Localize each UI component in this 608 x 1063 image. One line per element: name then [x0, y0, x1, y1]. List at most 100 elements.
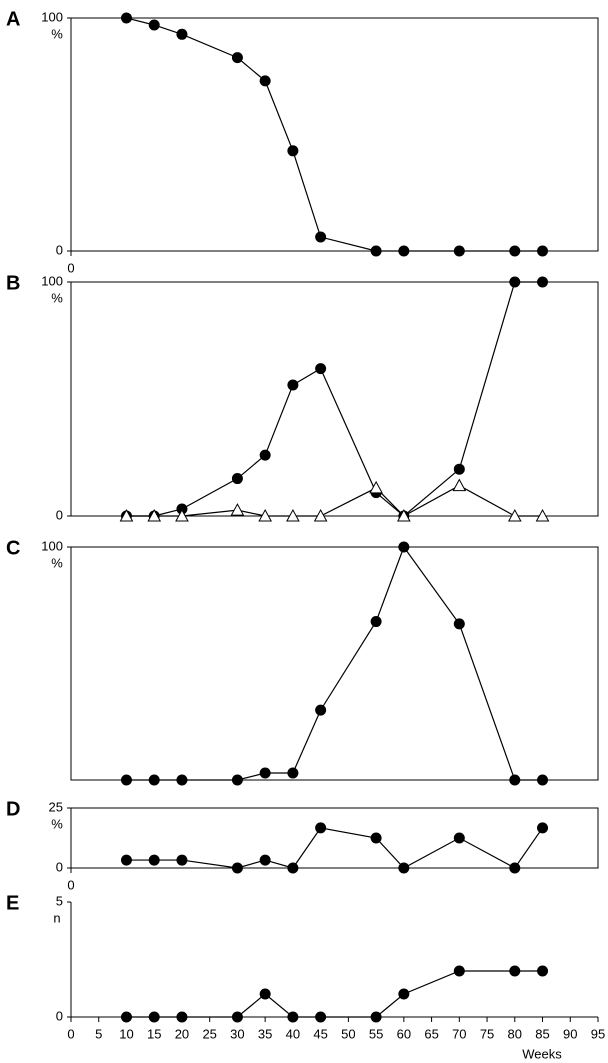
marker	[175, 508, 189, 522]
marker	[370, 832, 382, 844]
marker	[537, 245, 549, 257]
x-tick-label: 70	[452, 1026, 466, 1041]
marker	[315, 231, 327, 243]
marker	[509, 774, 521, 786]
marker	[509, 276, 521, 288]
series-line	[126, 281, 543, 517]
marker	[120, 774, 132, 786]
y-axis-label: %	[51, 555, 63, 570]
marker	[287, 379, 299, 391]
marker	[259, 767, 271, 779]
marker	[176, 774, 188, 786]
x-tick-label: 15	[147, 1026, 161, 1041]
marker	[509, 965, 521, 977]
marker	[509, 862, 521, 874]
x-tick-label: 40	[286, 1026, 300, 1041]
y-tick-label: 0	[56, 242, 63, 257]
marker	[507, 508, 522, 522]
x-tick-label: 35	[258, 1026, 272, 1041]
plot-frame	[70, 807, 599, 869]
marker	[537, 822, 549, 834]
y-tick-label: 0	[56, 507, 63, 522]
series-line	[126, 970, 543, 1018]
marker	[453, 245, 465, 257]
marker	[398, 988, 410, 1000]
marker	[119, 508, 134, 522]
y-tick-label: 100	[41, 538, 63, 553]
marker	[287, 145, 299, 157]
marker	[537, 965, 549, 977]
x-tick-label: 45	[313, 1026, 327, 1041]
y-axis-label: n	[53, 910, 60, 925]
marker	[258, 508, 273, 522]
marker	[398, 541, 410, 553]
marker	[148, 854, 160, 866]
x-tick-label: 55	[369, 1026, 383, 1041]
marker	[120, 12, 132, 24]
marker	[370, 245, 382, 257]
marker	[537, 774, 549, 786]
marker	[259, 75, 271, 87]
marker	[148, 19, 160, 31]
marker	[230, 503, 245, 516]
y-axis-label: %	[51, 816, 63, 831]
marker	[453, 965, 465, 977]
marker	[453, 832, 465, 844]
x-tick-label: 20	[175, 1026, 189, 1041]
marker	[231, 774, 243, 786]
panel-label: C	[6, 537, 20, 559]
x-tick-label: 5	[95, 1026, 102, 1041]
marker	[231, 473, 243, 485]
marker	[176, 28, 188, 40]
marker	[231, 52, 243, 64]
x-tick-label: 30	[230, 1026, 244, 1041]
x-tick-label: 80	[508, 1026, 522, 1041]
y-tick-label: 100	[41, 273, 63, 288]
marker	[287, 767, 299, 779]
marker	[452, 478, 467, 492]
x-tick-label: 75	[480, 1026, 494, 1041]
marker	[396, 508, 411, 522]
series-line	[126, 827, 544, 869]
x-tick-label: 95	[591, 1026, 605, 1041]
x-tick-label: 10	[119, 1026, 133, 1041]
marker	[148, 774, 160, 786]
marker	[537, 276, 549, 288]
panel-label: E	[6, 892, 19, 914]
y-tick-label: 5	[56, 893, 63, 908]
marker	[313, 508, 328, 522]
marker	[286, 508, 300, 522]
panel-label: A	[6, 8, 20, 30]
marker	[369, 480, 383, 494]
x-tick-label: 65	[424, 1026, 438, 1041]
marker	[231, 862, 243, 874]
series-line	[126, 545, 543, 781]
marker	[509, 245, 521, 257]
marker	[120, 854, 132, 866]
marker	[259, 854, 271, 866]
x-tick-label: 85	[535, 1026, 549, 1041]
marker	[535, 508, 550, 522]
marker	[287, 862, 299, 874]
y-axis-label: %	[51, 290, 63, 305]
x-tick-label: 0	[67, 1026, 74, 1041]
plot-frame	[70, 17, 599, 252]
x-tick-label: 90	[563, 1026, 577, 1041]
series-line	[126, 17, 543, 252]
x-tick-label: 25	[202, 1026, 216, 1041]
marker	[315, 704, 327, 716]
marker	[453, 618, 465, 630]
y-tick-label: 25	[49, 799, 63, 814]
x-tick-label: 0	[67, 260, 74, 275]
marker	[147, 508, 162, 522]
marker	[370, 616, 382, 628]
series-line	[126, 484, 543, 517]
x-axis-label: Weeks	[522, 1046, 562, 1061]
marker	[315, 822, 327, 834]
marker	[259, 449, 271, 461]
marker	[453, 463, 465, 475]
plot-frame	[70, 546, 599, 781]
y-tick-label: 0	[56, 859, 63, 874]
x-tick-label: 0	[67, 877, 74, 892]
